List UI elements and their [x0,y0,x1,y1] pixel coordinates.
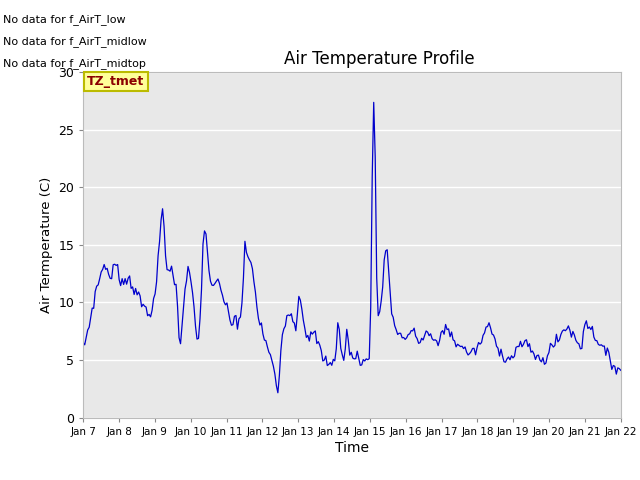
Title: Air Temperature Profile: Air Temperature Profile [284,49,474,68]
Text: No data for f_AirT_midlow: No data for f_AirT_midlow [3,36,147,47]
Text: TZ_tmet: TZ_tmet [88,75,145,88]
X-axis label: Time: Time [335,441,369,455]
Text: No data for f_AirT_midtop: No data for f_AirT_midtop [3,58,146,69]
Text: No data for f_AirT_low: No data for f_AirT_low [3,14,126,25]
Y-axis label: Air Termperature (C): Air Termperature (C) [40,177,52,313]
